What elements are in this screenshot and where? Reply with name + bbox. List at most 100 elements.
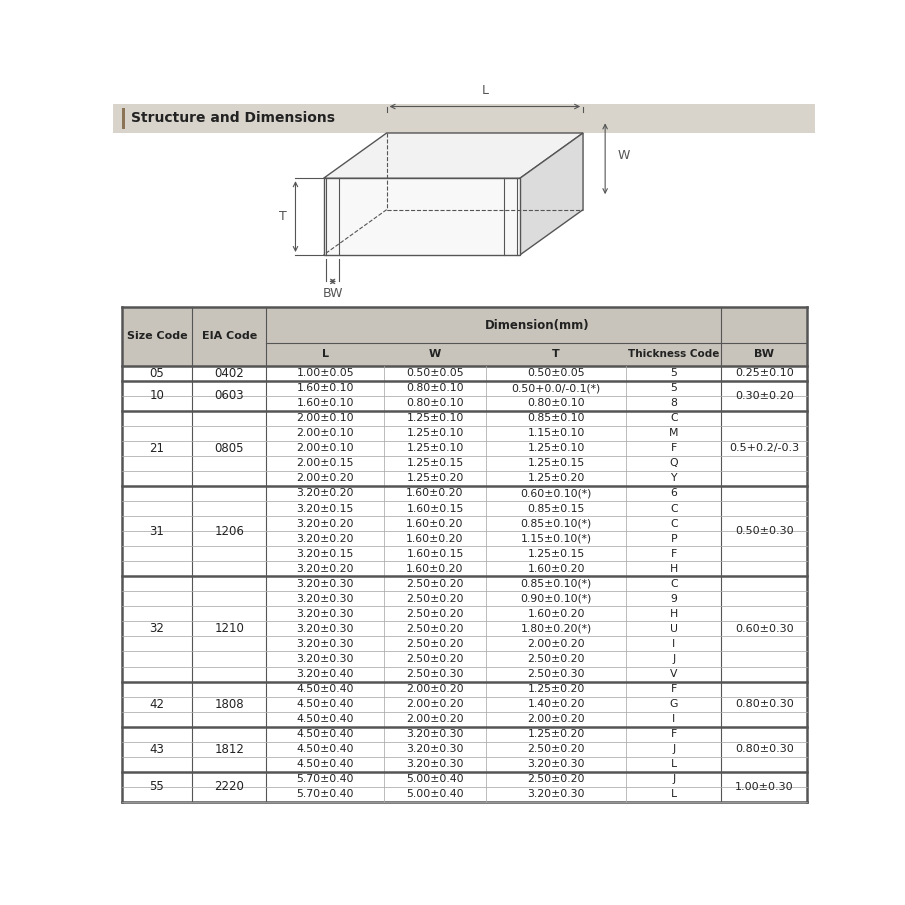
Text: J: J bbox=[672, 775, 675, 785]
Text: 3.20±0.30: 3.20±0.30 bbox=[297, 609, 354, 619]
Text: L: L bbox=[671, 789, 677, 799]
Text: C: C bbox=[670, 503, 678, 513]
Text: 1.25±0.20: 1.25±0.20 bbox=[406, 473, 463, 483]
Text: C: C bbox=[670, 579, 678, 589]
Text: 5.70±0.40: 5.70±0.40 bbox=[297, 775, 354, 785]
Text: 4.50±0.40: 4.50±0.40 bbox=[297, 700, 354, 710]
Text: 9: 9 bbox=[671, 594, 677, 604]
Text: 0.30±0.20: 0.30±0.20 bbox=[735, 391, 794, 401]
Text: 2.00±0.20: 2.00±0.20 bbox=[406, 684, 464, 694]
Text: G: G bbox=[670, 700, 678, 710]
Text: 3.20±0.30: 3.20±0.30 bbox=[297, 579, 354, 589]
Text: 2.00±0.10: 2.00±0.10 bbox=[297, 428, 354, 438]
Text: P: P bbox=[671, 534, 677, 544]
Text: 2.50±0.20: 2.50±0.20 bbox=[406, 579, 463, 589]
Text: BW: BW bbox=[754, 349, 775, 359]
Text: 2.00±0.20: 2.00±0.20 bbox=[406, 714, 464, 724]
Text: 2.50±0.20: 2.50±0.20 bbox=[406, 594, 463, 604]
Text: 5.70±0.40: 5.70±0.40 bbox=[297, 789, 354, 799]
Text: 0.80±0.10: 0.80±0.10 bbox=[406, 398, 464, 408]
Polygon shape bbox=[324, 178, 519, 255]
Text: 1.80±0.20(*): 1.80±0.20(*) bbox=[520, 624, 592, 634]
Text: 1.40±0.20: 1.40±0.20 bbox=[528, 700, 585, 710]
Text: 3.20±0.30: 3.20±0.30 bbox=[297, 594, 354, 604]
Text: 3.20±0.20: 3.20±0.20 bbox=[297, 564, 354, 574]
Text: 1.60±0.15: 1.60±0.15 bbox=[406, 548, 463, 558]
Text: 3.20±0.30: 3.20±0.30 bbox=[406, 729, 463, 739]
Text: 3.20±0.15: 3.20±0.15 bbox=[297, 503, 354, 513]
Text: 2.50±0.20: 2.50±0.20 bbox=[528, 744, 585, 754]
Text: 3.20±0.30: 3.20±0.30 bbox=[528, 789, 585, 799]
Text: 4.50±0.40: 4.50±0.40 bbox=[297, 759, 354, 769]
Text: V: V bbox=[670, 669, 678, 679]
Text: 1.60±0.10: 1.60±0.10 bbox=[297, 398, 354, 408]
Text: 5.00±0.40: 5.00±0.40 bbox=[406, 775, 464, 785]
Text: 2220: 2220 bbox=[214, 780, 244, 794]
Text: 31: 31 bbox=[149, 525, 165, 538]
Text: 1.60±0.10: 1.60±0.10 bbox=[297, 383, 354, 393]
Text: 3.20±0.30: 3.20±0.30 bbox=[406, 759, 463, 769]
Text: 0603: 0603 bbox=[214, 389, 244, 402]
Text: 4.50±0.40: 4.50±0.40 bbox=[297, 714, 354, 724]
Text: Y: Y bbox=[671, 473, 677, 483]
Text: 2.00±0.10: 2.00±0.10 bbox=[297, 414, 354, 424]
Text: 8: 8 bbox=[671, 398, 677, 408]
Text: 3.20±0.20: 3.20±0.20 bbox=[297, 519, 354, 529]
Text: 2.50±0.20: 2.50±0.20 bbox=[406, 654, 463, 664]
Text: 2.00±0.20: 2.00±0.20 bbox=[406, 700, 464, 710]
Text: 21: 21 bbox=[149, 442, 165, 455]
Text: 2.50±0.20: 2.50±0.20 bbox=[528, 775, 585, 785]
Text: 3.20±0.40: 3.20±0.40 bbox=[297, 669, 354, 679]
FancyBboxPatch shape bbox=[113, 104, 814, 133]
Text: 3.20±0.30: 3.20±0.30 bbox=[297, 639, 354, 649]
Text: F: F bbox=[671, 443, 677, 453]
Text: 3.20±0.30: 3.20±0.30 bbox=[297, 654, 354, 664]
Text: 0.85±0.10(*): 0.85±0.10(*) bbox=[520, 579, 592, 589]
Text: J: J bbox=[672, 744, 675, 754]
Text: Size Code: Size Code bbox=[127, 331, 187, 341]
Text: 1.60±0.20: 1.60±0.20 bbox=[406, 489, 463, 499]
Text: 3.20±0.30: 3.20±0.30 bbox=[406, 744, 463, 754]
Text: L: L bbox=[671, 759, 677, 769]
Text: 1.25±0.10: 1.25±0.10 bbox=[406, 428, 463, 438]
Text: F: F bbox=[671, 548, 677, 558]
Text: 1.25±0.20: 1.25±0.20 bbox=[528, 473, 585, 483]
Text: 5.00±0.40: 5.00±0.40 bbox=[406, 789, 464, 799]
Text: 43: 43 bbox=[149, 743, 165, 756]
Text: 1206: 1206 bbox=[214, 525, 244, 538]
Text: 55: 55 bbox=[149, 780, 164, 794]
Text: 0.90±0.10(*): 0.90±0.10(*) bbox=[520, 594, 592, 604]
FancyBboxPatch shape bbox=[121, 307, 807, 366]
Text: 0.5+0.2/-0.3: 0.5+0.2/-0.3 bbox=[729, 443, 799, 453]
Text: 3.20±0.15: 3.20±0.15 bbox=[297, 548, 354, 558]
Text: J: J bbox=[672, 654, 675, 664]
Text: C: C bbox=[670, 519, 678, 529]
Text: 32: 32 bbox=[149, 623, 165, 635]
Text: 0.60±0.30: 0.60±0.30 bbox=[735, 624, 794, 634]
Text: 2.00±0.20: 2.00±0.20 bbox=[528, 639, 585, 649]
Text: T: T bbox=[552, 349, 560, 359]
Text: 1.15±0.10: 1.15±0.10 bbox=[528, 428, 585, 438]
Text: 2.50±0.30: 2.50±0.30 bbox=[528, 669, 585, 679]
Text: 0.85±0.10: 0.85±0.10 bbox=[528, 414, 585, 424]
Text: 1.60±0.20: 1.60±0.20 bbox=[406, 564, 463, 574]
Text: 2.50±0.20: 2.50±0.20 bbox=[406, 624, 463, 634]
Text: W: W bbox=[618, 148, 630, 162]
Text: 1.25±0.10: 1.25±0.10 bbox=[406, 443, 463, 453]
Text: EIA Code: EIA Code bbox=[202, 331, 257, 341]
Text: 3.20±0.20: 3.20±0.20 bbox=[297, 489, 354, 499]
Text: 2.50±0.30: 2.50±0.30 bbox=[406, 669, 463, 679]
Text: H: H bbox=[670, 564, 678, 574]
Text: Structure and Dimensions: Structure and Dimensions bbox=[131, 111, 336, 126]
Text: L: L bbox=[481, 84, 489, 98]
Text: 5: 5 bbox=[671, 368, 677, 378]
Text: 4.50±0.40: 4.50±0.40 bbox=[297, 744, 354, 754]
Text: 0.85±0.10(*): 0.85±0.10(*) bbox=[520, 519, 592, 529]
Text: 0.80±0.10: 0.80±0.10 bbox=[528, 398, 585, 408]
Polygon shape bbox=[519, 133, 583, 255]
Text: 0.50+0.0/-0.1(*): 0.50+0.0/-0.1(*) bbox=[511, 383, 601, 393]
Text: 3.20±0.20: 3.20±0.20 bbox=[297, 534, 354, 544]
Text: C: C bbox=[670, 414, 678, 424]
Text: Thickness Code: Thickness Code bbox=[628, 349, 719, 359]
Text: L: L bbox=[322, 349, 329, 359]
